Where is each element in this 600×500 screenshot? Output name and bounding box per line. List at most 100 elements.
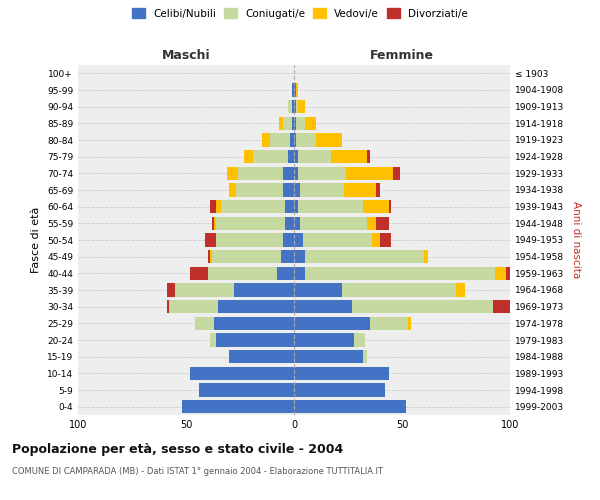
- Bar: [506, 266, 525, 280]
- Bar: [210, 334, 216, 346]
- Bar: [290, 134, 294, 146]
- Bar: [294, 216, 301, 230]
- Bar: [212, 250, 281, 264]
- Bar: [199, 384, 294, 396]
- Bar: [296, 100, 298, 114]
- Text: Maschi: Maschi: [161, 48, 211, 62]
- Bar: [218, 300, 294, 314]
- Bar: [210, 200, 216, 213]
- Bar: [294, 234, 302, 246]
- Bar: [341, 284, 456, 296]
- Text: COMUNE DI CAMPARADA (MB) - Dati ISTAT 1° gennaio 2004 - Elaborazione TUTTITALIA.: COMUNE DI CAMPARADA (MB) - Dati ISTAT 1°…: [12, 468, 383, 476]
- Bar: [294, 200, 298, 213]
- Bar: [229, 350, 294, 364]
- Bar: [367, 216, 376, 230]
- Bar: [270, 134, 290, 146]
- Text: Femmine: Femmine: [370, 48, 434, 62]
- Bar: [205, 234, 216, 246]
- Bar: [294, 366, 389, 380]
- Bar: [296, 84, 298, 96]
- Bar: [370, 316, 409, 330]
- Bar: [355, 334, 365, 346]
- Bar: [409, 316, 410, 330]
- Bar: [283, 166, 294, 180]
- Bar: [296, 134, 316, 146]
- Bar: [316, 134, 341, 146]
- Bar: [294, 316, 370, 330]
- Bar: [169, 300, 218, 314]
- Bar: [363, 200, 389, 213]
- Bar: [286, 216, 294, 230]
- Bar: [175, 284, 233, 296]
- Bar: [294, 134, 296, 146]
- Bar: [283, 184, 294, 196]
- Bar: [167, 284, 175, 296]
- Bar: [194, 316, 214, 330]
- Bar: [294, 184, 301, 196]
- Bar: [292, 84, 294, 96]
- Bar: [294, 116, 296, 130]
- Bar: [294, 166, 298, 180]
- Bar: [363, 350, 367, 364]
- Bar: [216, 200, 221, 213]
- Bar: [294, 150, 298, 164]
- Bar: [214, 316, 294, 330]
- Bar: [301, 184, 344, 196]
- Legend: Celibi/Nubili, Coniugati/e, Vedovi/e, Divorziati/e: Celibi/Nubili, Coniugati/e, Vedovi/e, Di…: [129, 5, 471, 21]
- Bar: [287, 100, 292, 114]
- Bar: [367, 150, 370, 164]
- Bar: [216, 216, 286, 230]
- Bar: [216, 234, 283, 246]
- Bar: [210, 250, 212, 264]
- Bar: [305, 266, 495, 280]
- Bar: [376, 184, 380, 196]
- Bar: [294, 350, 363, 364]
- Bar: [305, 250, 424, 264]
- Bar: [294, 84, 296, 96]
- Bar: [287, 150, 294, 164]
- Bar: [394, 166, 400, 180]
- Bar: [424, 250, 428, 264]
- Bar: [294, 400, 406, 413]
- Bar: [296, 116, 305, 130]
- Bar: [294, 334, 355, 346]
- Bar: [233, 284, 294, 296]
- Bar: [305, 116, 316, 130]
- Bar: [493, 300, 510, 314]
- Bar: [182, 400, 294, 413]
- Bar: [216, 334, 294, 346]
- Bar: [352, 300, 493, 314]
- Bar: [229, 184, 236, 196]
- Y-axis label: Fasce di età: Fasce di età: [31, 207, 41, 273]
- Bar: [221, 200, 286, 213]
- Bar: [298, 200, 363, 213]
- Bar: [227, 166, 238, 180]
- Bar: [208, 266, 277, 280]
- Bar: [294, 266, 305, 280]
- Bar: [167, 300, 169, 314]
- Bar: [301, 216, 367, 230]
- Bar: [346, 166, 394, 180]
- Bar: [253, 150, 287, 164]
- Bar: [283, 116, 292, 130]
- Bar: [298, 100, 305, 114]
- Bar: [294, 284, 341, 296]
- Bar: [190, 266, 208, 280]
- Bar: [281, 250, 294, 264]
- Bar: [208, 250, 210, 264]
- Bar: [292, 100, 294, 114]
- Bar: [279, 116, 283, 130]
- Bar: [244, 150, 253, 164]
- Bar: [331, 150, 367, 164]
- Bar: [456, 284, 464, 296]
- Bar: [302, 234, 372, 246]
- Bar: [298, 150, 331, 164]
- Bar: [277, 266, 294, 280]
- Y-axis label: Anni di nascita: Anni di nascita: [571, 202, 581, 278]
- Bar: [286, 200, 294, 213]
- Bar: [380, 234, 391, 246]
- Bar: [344, 184, 376, 196]
- Bar: [298, 166, 346, 180]
- Bar: [214, 216, 216, 230]
- Bar: [294, 300, 352, 314]
